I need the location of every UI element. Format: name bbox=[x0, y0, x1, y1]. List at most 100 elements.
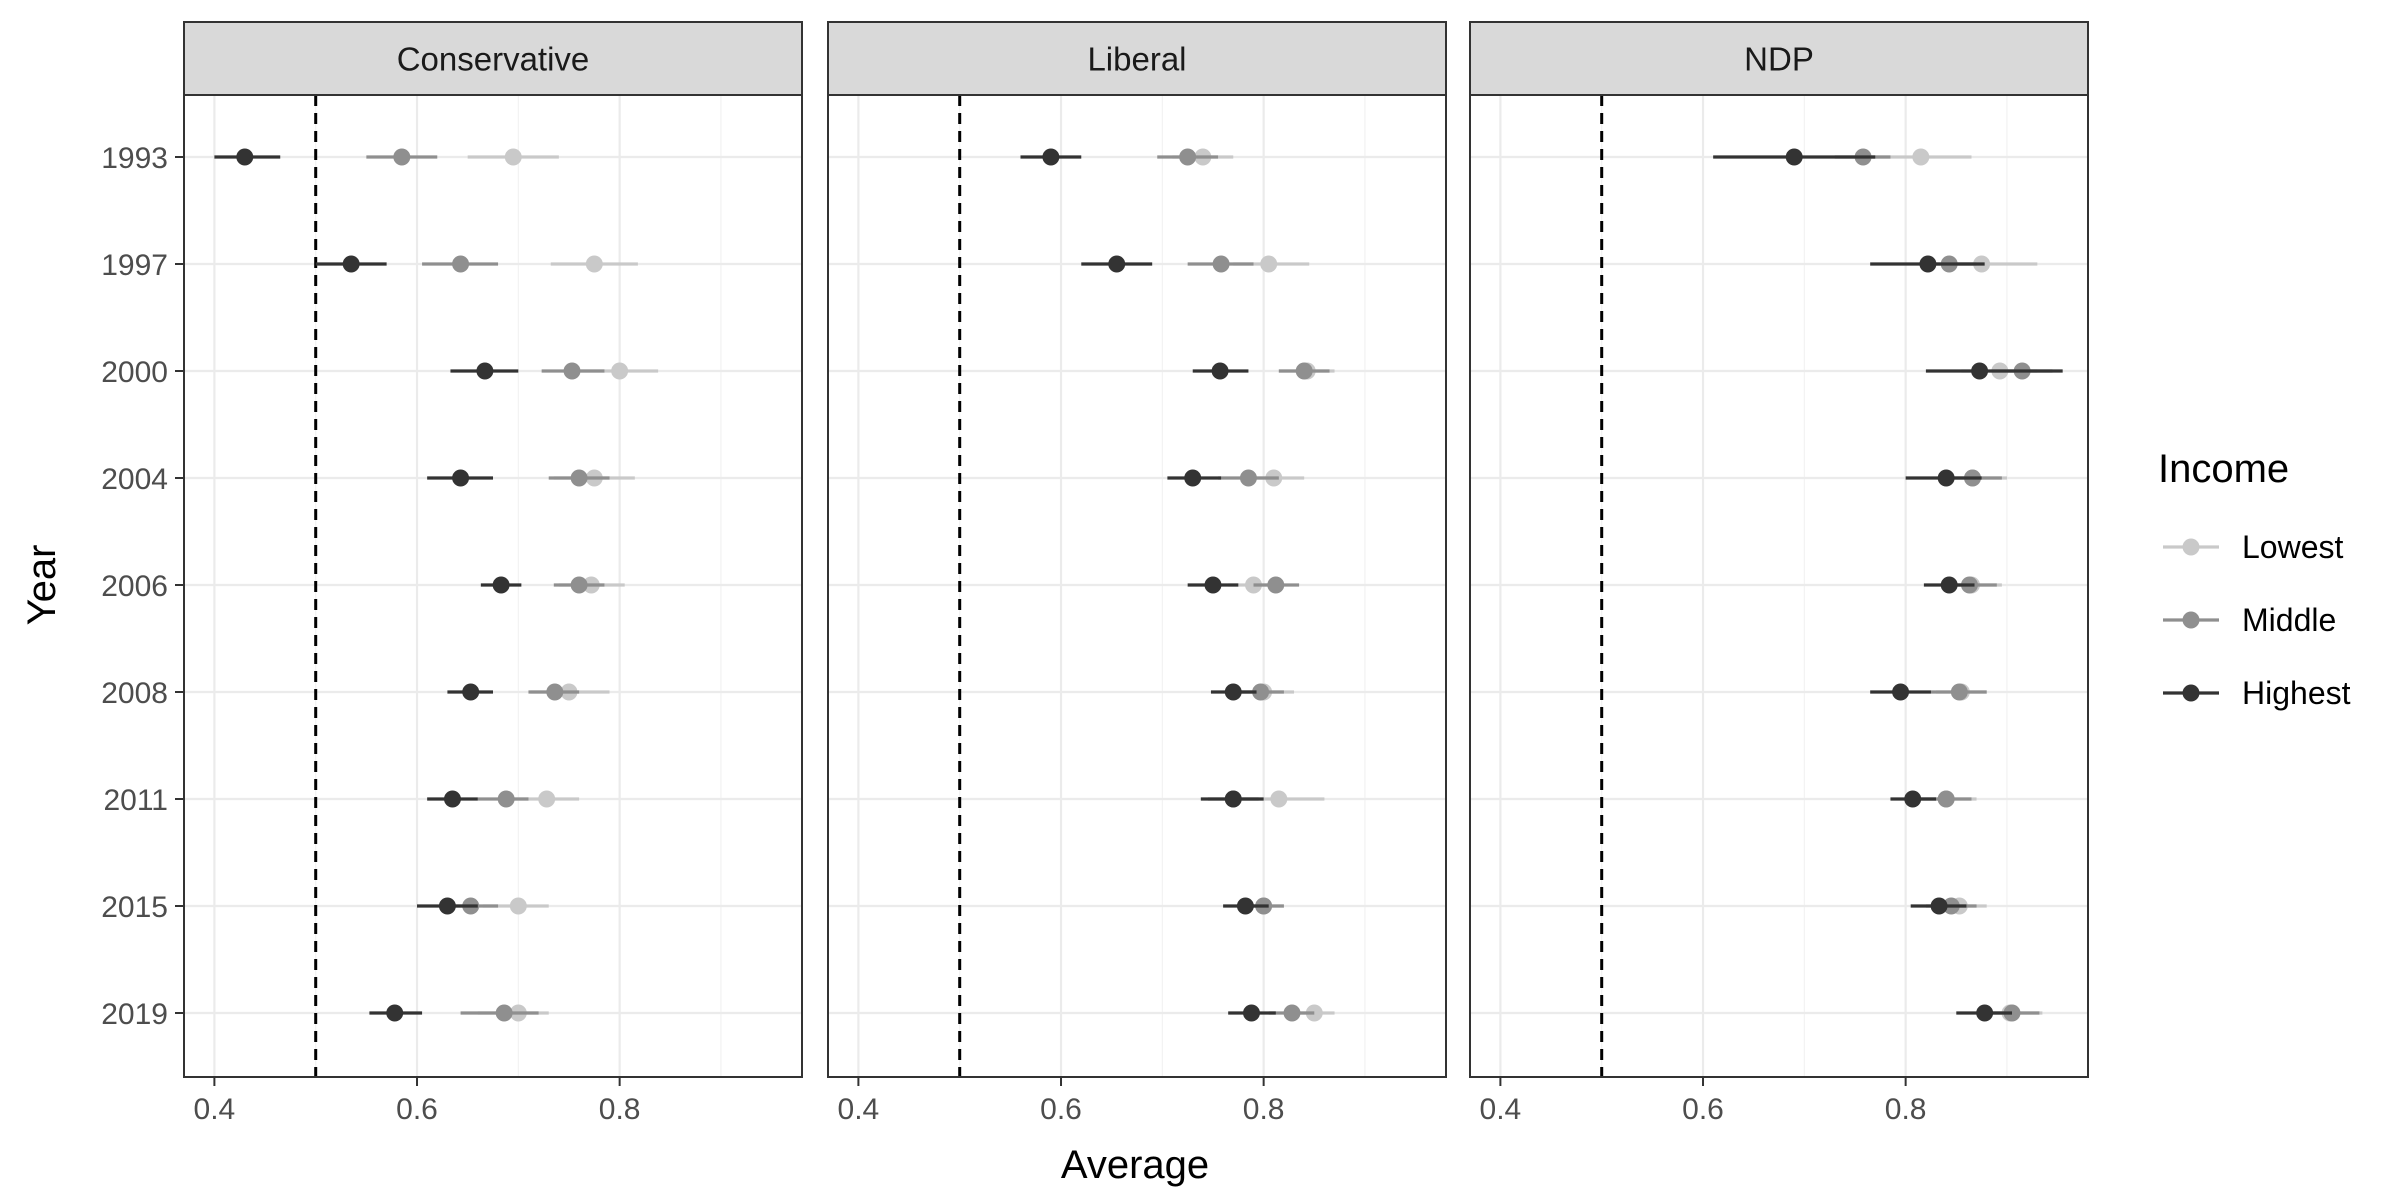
legend-entry-lowest: Lowest bbox=[2163, 529, 2344, 565]
x-tick-label: 0.6 bbox=[1682, 1093, 1724, 1126]
legend-entry-middle: Middle bbox=[2163, 602, 2336, 638]
point-2006 bbox=[1267, 576, 1285, 594]
x-tick-label: 0.6 bbox=[1040, 1093, 1082, 1126]
x-tick-label: 0.6 bbox=[396, 1093, 438, 1126]
point-2015 bbox=[1930, 897, 1948, 915]
point-2011 bbox=[497, 790, 515, 808]
panel-border bbox=[827, 94, 1447, 1078]
point-2006 bbox=[1940, 576, 1958, 594]
legend-key-point bbox=[2182, 611, 2200, 629]
point-1993 bbox=[1179, 148, 1197, 166]
y-tick-label: 2015 bbox=[101, 891, 168, 924]
point-1993 bbox=[1042, 148, 1060, 166]
point-2019 bbox=[1283, 1004, 1301, 1022]
x-tick-label: 0.8 bbox=[1885, 1093, 1927, 1126]
x-tick-label: 0.4 bbox=[194, 1093, 236, 1126]
point-2008 bbox=[1950, 683, 1968, 701]
point-2004 bbox=[452, 469, 470, 487]
facet-ndp: NDP 0.4 0.6 0.8 bbox=[1469, 21, 2089, 1126]
series-highest bbox=[1713, 148, 2063, 1022]
x-tick-label: 0.4 bbox=[1480, 1093, 1522, 1126]
point-1997 bbox=[452, 255, 470, 273]
y-tick-label: 2019 bbox=[101, 998, 168, 1031]
legend-key-point bbox=[2182, 684, 2200, 702]
facet-strip bbox=[183, 21, 803, 96]
y-tick-label: 2006 bbox=[101, 570, 168, 603]
x-axis-title: Average bbox=[1061, 1143, 1209, 1187]
point-1993 bbox=[504, 148, 522, 166]
point-1997 bbox=[1260, 255, 1278, 273]
series-highest bbox=[1020, 148, 1276, 1022]
point-2000 bbox=[1211, 362, 1229, 380]
point-2006 bbox=[570, 576, 588, 594]
facet-strip-label: Conservative bbox=[397, 41, 590, 78]
point-2000 bbox=[1295, 362, 1313, 380]
point-2008 bbox=[1224, 683, 1242, 701]
point-2015 bbox=[1236, 897, 1254, 915]
point-2008 bbox=[1892, 683, 1910, 701]
legend-entry-highest: Highest bbox=[2163, 675, 2351, 711]
point-2008 bbox=[462, 683, 480, 701]
point-2011 bbox=[538, 790, 556, 808]
legend-key-point bbox=[2182, 538, 2200, 556]
legend-label: Lowest bbox=[2242, 529, 2344, 565]
point-2008 bbox=[546, 683, 564, 701]
point-2000 bbox=[563, 362, 581, 380]
point-2011 bbox=[443, 790, 461, 808]
point-2004 bbox=[1937, 469, 1955, 487]
legend-label: Highest bbox=[2242, 675, 2351, 711]
point-2000 bbox=[611, 362, 629, 380]
facet-strip bbox=[827, 21, 1447, 96]
y-axis-title: Year bbox=[20, 545, 64, 626]
facet-liberal: Liberal 0.4 0.6 0.8 bbox=[827, 21, 1447, 1126]
point-2011 bbox=[1224, 790, 1242, 808]
point-2015 bbox=[438, 897, 456, 915]
point-1997 bbox=[585, 255, 603, 273]
point-2019 bbox=[386, 1004, 404, 1022]
point-2019 bbox=[1242, 1004, 1260, 1022]
y-tick-label: 2008 bbox=[101, 677, 168, 710]
point-2008 bbox=[1252, 683, 1270, 701]
x-tick-label: 0.8 bbox=[1243, 1093, 1285, 1126]
point-1997 bbox=[1919, 255, 1937, 273]
point-2019 bbox=[1976, 1004, 1994, 1022]
point-2000 bbox=[1971, 362, 1989, 380]
series-highest bbox=[214, 148, 522, 1022]
y-tick-label: 1997 bbox=[101, 249, 168, 282]
facet-strip-label: Liberal bbox=[1087, 41, 1186, 78]
series-middle bbox=[1157, 148, 1330, 1022]
point-1997 bbox=[342, 255, 360, 273]
legend-title: Income bbox=[2158, 447, 2289, 491]
point-2019 bbox=[495, 1004, 513, 1022]
y-tick-label: 2011 bbox=[103, 784, 168, 817]
facet-strip bbox=[1469, 21, 2089, 96]
point-1993 bbox=[236, 148, 254, 166]
point-2004 bbox=[570, 469, 588, 487]
point-2000 bbox=[476, 362, 494, 380]
y-tick-label: 2004 bbox=[101, 463, 168, 496]
x-tick-label: 0.4 bbox=[838, 1093, 880, 1126]
y-tick-label: 2000 bbox=[101, 356, 168, 389]
point-1997 bbox=[1212, 255, 1230, 273]
facet-strip-label: NDP bbox=[1744, 41, 1814, 78]
legend-label: Middle bbox=[2242, 602, 2336, 638]
point-2006 bbox=[492, 576, 510, 594]
point-1997 bbox=[1108, 255, 1126, 273]
point-2011 bbox=[1937, 790, 1955, 808]
x-tick-label: 0.8 bbox=[599, 1093, 641, 1126]
point-1993 bbox=[1912, 148, 1930, 166]
y-tick-label: 1993 bbox=[101, 142, 168, 175]
point-2004 bbox=[1184, 469, 1202, 487]
point-2015 bbox=[509, 897, 527, 915]
legend: Income Lowest Middle Highest bbox=[2158, 447, 2351, 711]
facet-conservative: Conservative 0.4 0.6 0.8 bbox=[183, 21, 803, 1126]
point-2006 bbox=[1204, 576, 1222, 594]
point-2004 bbox=[1239, 469, 1257, 487]
point-2011 bbox=[1270, 790, 1288, 808]
point-2011 bbox=[1904, 790, 1922, 808]
point-1993 bbox=[393, 148, 411, 166]
point-1993 bbox=[1785, 148, 1803, 166]
panel-border bbox=[1469, 94, 2089, 1078]
